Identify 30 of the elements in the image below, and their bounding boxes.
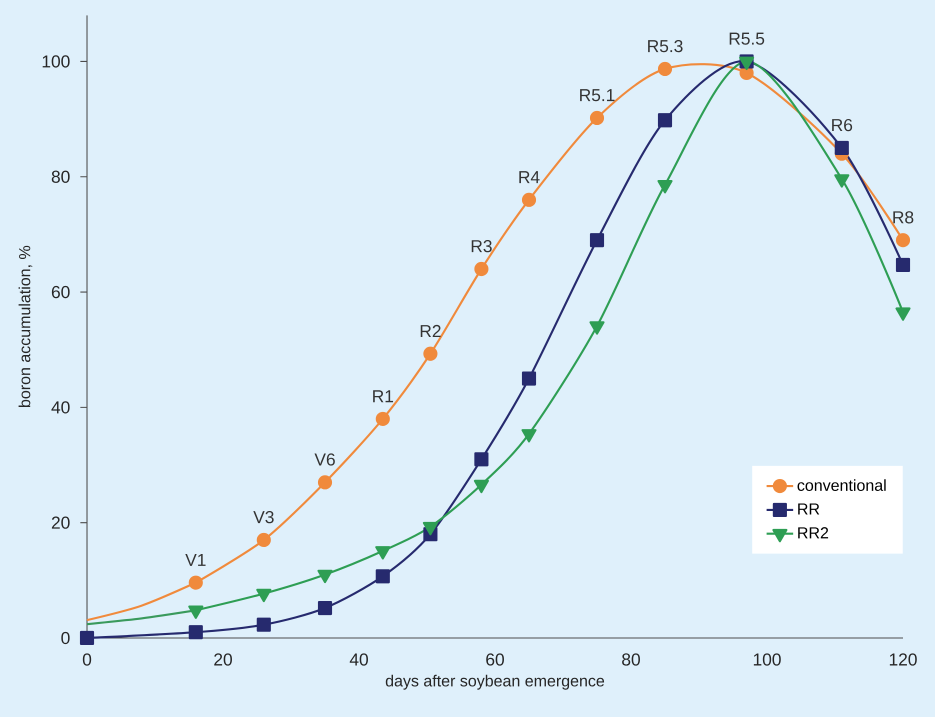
annotation: R3 [472,240,492,252]
x-tick-label: 80 [622,653,640,666]
annotation: R5.1 [580,89,614,102]
legend-label: RR2 [798,527,828,538]
y-tick-label: 100 [42,55,70,68]
x-tick-label: 100 [754,653,781,666]
y-tick-label: 60 [52,286,70,298]
annotation: R5.5 [730,32,764,45]
annotation: R2 [420,324,441,338]
y-tick-label: 80 [52,170,70,183]
x-tick-label: 40 [350,653,368,666]
x-tick-label: 0 [82,653,92,666]
x-tick-label: 120 [890,653,917,666]
x-axis-title: days after soybean emergence [386,674,604,690]
annotation: V1 [185,554,206,566]
x-tick-label: 20 [214,653,232,666]
annotation: R8 [893,211,914,224]
y-axis-title: boron accumulation, % [18,246,32,408]
annotation: R5.3 [648,40,683,52]
legend-label: conventional [798,479,886,491]
legend-label: RR [798,503,820,514]
annotation: R4 [519,171,540,184]
annotation: R6 [832,118,852,132]
annotation: V3 [253,510,274,524]
y-tick-label: 0 [61,632,70,644]
annotation: R1 [373,390,394,402]
x-tick-label: 60 [486,653,504,666]
y-tick-label: 40 [51,401,70,414]
annotation: V6 [314,453,335,466]
y-tick-label: 20 [52,516,70,529]
